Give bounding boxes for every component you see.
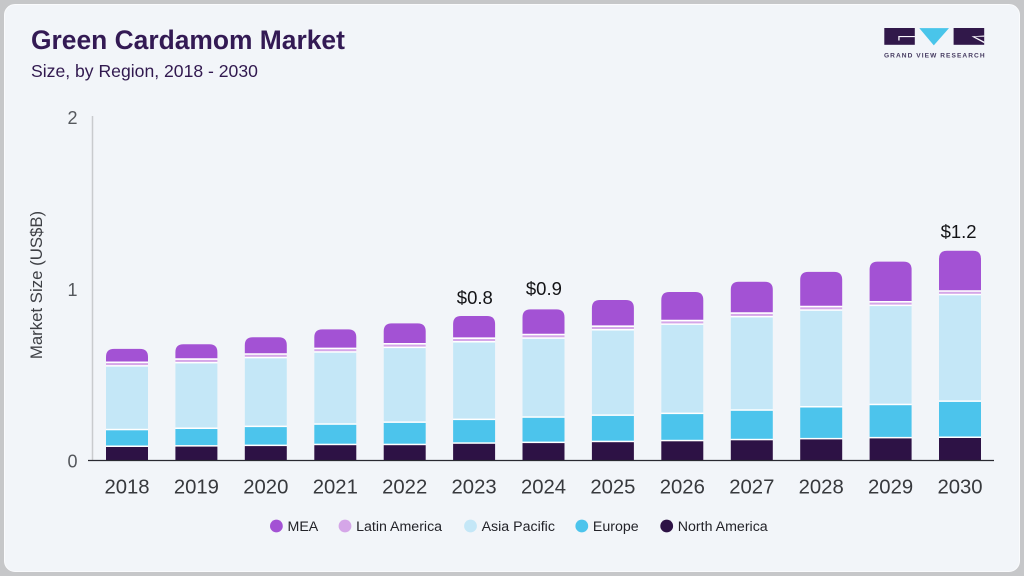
svg-text:1: 1 — [67, 280, 77, 300]
svg-text:Market Size (US$B): Market Size (US$B) — [27, 211, 46, 359]
svg-text:2019: 2019 — [174, 477, 219, 499]
svg-text:2029: 2029 — [868, 477, 913, 499]
svg-text:0: 0 — [67, 452, 77, 472]
svg-text:2026: 2026 — [660, 477, 705, 499]
svg-text:2: 2 — [67, 108, 77, 128]
svg-text:2028: 2028 — [799, 477, 844, 499]
svg-text:2022: 2022 — [382, 477, 427, 499]
svg-text:North America: North America — [678, 519, 768, 535]
svg-text:MEA: MEA — [288, 519, 319, 535]
svg-text:$0.9: $0.9 — [526, 278, 562, 299]
svg-text:Asia Pacific: Asia Pacific — [482, 519, 555, 535]
svg-text:2023: 2023 — [452, 477, 497, 499]
svg-text:2030: 2030 — [937, 477, 982, 499]
svg-text:2025: 2025 — [590, 477, 635, 499]
svg-text:2021: 2021 — [313, 477, 358, 499]
svg-text:$0.8: $0.8 — [457, 287, 493, 308]
svg-text:2024: 2024 — [521, 477, 566, 499]
svg-text:GRAND VIEW RESEARCH: GRAND VIEW RESEARCH — [884, 52, 986, 59]
svg-text:Europe: Europe — [593, 519, 639, 535]
svg-text:$1.2: $1.2 — [941, 221, 977, 242]
svg-text:2020: 2020 — [243, 477, 288, 499]
svg-text:2018: 2018 — [104, 477, 149, 499]
svg-text:Latin America: Latin America — [356, 519, 442, 535]
svg-text:2027: 2027 — [729, 477, 774, 499]
